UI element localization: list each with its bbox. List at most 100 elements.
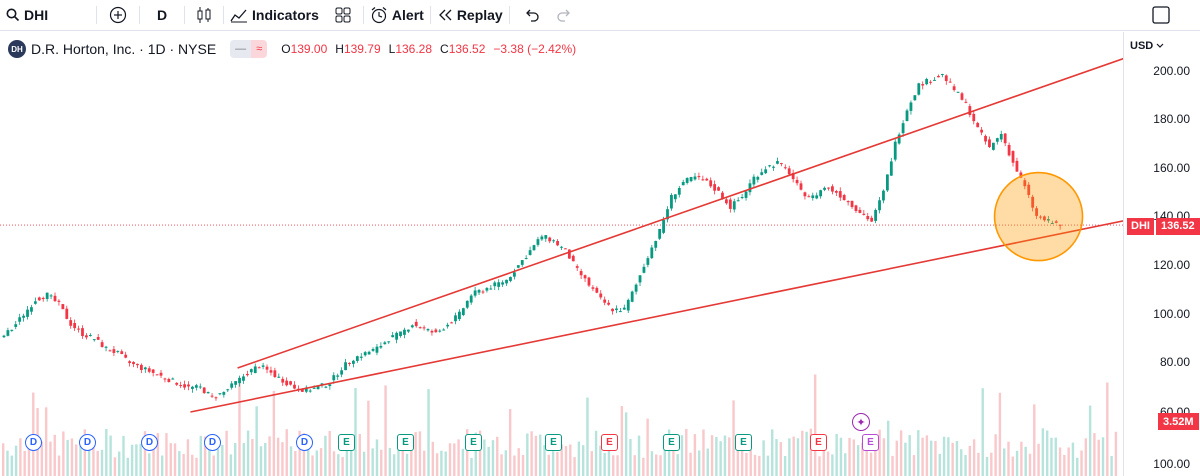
earnings-marker[interactable]: E: [545, 434, 562, 451]
candle-body: [591, 287, 595, 289]
candle-body: [10, 329, 14, 331]
dividend-marker[interactable]: D: [296, 434, 313, 451]
candle-body: [940, 73, 944, 75]
price-label: 180.00: [1153, 112, 1190, 126]
compare-button[interactable]: [103, 0, 133, 31]
volume-bar: [1080, 450, 1083, 476]
symbol-search[interactable]: DHI: [6, 0, 90, 31]
candle-body: [991, 142, 995, 150]
chart-type-button[interactable]: [191, 0, 217, 31]
candle-body: [65, 308, 69, 319]
earnings-marker[interactable]: E: [397, 434, 414, 451]
indicators-button[interactable]: Indicators: [230, 0, 319, 31]
volume-bar: [964, 455, 967, 476]
volume-bar: [796, 438, 800, 476]
volume-bar: [586, 397, 589, 476]
volume-bar: [710, 435, 714, 476]
candle-body: [179, 385, 183, 387]
candle-body: [461, 308, 465, 316]
price-scale[interactable]: 200.00 180.00 160.00 140.00 120.00 100.0…: [1123, 32, 1200, 476]
price-chart[interactable]: [0, 32, 1123, 476]
candle-body: [458, 311, 461, 320]
volume-bar: [212, 455, 215, 476]
volume-bar: [569, 444, 572, 476]
candle-body: [128, 361, 132, 364]
lower-trendline: [190, 220, 1123, 413]
volume-bar: [457, 439, 460, 476]
earnings-marker[interactable]: E: [862, 434, 879, 451]
candle-body: [622, 307, 626, 310]
volume-bar: [66, 439, 69, 476]
candle-body: [952, 86, 956, 91]
dividend-marker[interactable]: D: [204, 434, 221, 451]
candle-body: [960, 93, 964, 100]
candle-body: [132, 361, 135, 365]
volume-bar: [122, 435, 125, 476]
volume-bar: [315, 450, 319, 476]
replay-button[interactable]: Replay: [437, 0, 503, 31]
volume-bar: [130, 444, 134, 476]
volume-bar: [242, 443, 245, 476]
alert-button[interactable]: Alert: [370, 0, 424, 31]
volume-bar: [504, 450, 508, 476]
fullscreen-button[interactable]: [1152, 0, 1172, 31]
volume-bar: [543, 445, 546, 476]
volume-bar: [96, 450, 99, 476]
volume-bar: [483, 439, 486, 476]
candle-body: [395, 332, 398, 340]
candle-body: [878, 200, 881, 211]
candle-body: [1019, 172, 1023, 178]
volume-bar: [895, 440, 898, 476]
volume-bar: [276, 437, 280, 476]
volume-bar: [835, 433, 838, 476]
undo-button[interactable]: [516, 0, 548, 31]
chart-pane[interactable]: [0, 32, 1123, 476]
earnings-marker[interactable]: E: [601, 434, 618, 451]
earnings-marker[interactable]: E: [465, 434, 482, 451]
symbol-title[interactable]: D.R. Horton, Inc. · 1D · NYSE: [31, 41, 217, 57]
candle-body: [49, 295, 53, 297]
templates-button[interactable]: [329, 0, 357, 31]
candle-body: [815, 195, 819, 199]
dividend-marker[interactable]: D: [141, 434, 158, 451]
dividend-marker[interactable]: D: [79, 434, 96, 451]
price-label: 200.00: [1153, 64, 1190, 78]
volume-bar: [581, 445, 585, 476]
candle-body: [450, 322, 453, 324]
volume-bar: [719, 441, 722, 476]
volume-bar: [831, 454, 834, 476]
dividend-marker[interactable]: D: [25, 434, 42, 451]
candle-body: [776, 161, 779, 164]
earnings-marker[interactable]: E: [338, 434, 355, 451]
volume-bar: [715, 436, 718, 476]
earnings-marker[interactable]: E: [810, 434, 827, 451]
candle-body: [293, 384, 296, 389]
volume-bar: [264, 442, 267, 476]
volume-bar: [397, 435, 400, 476]
volume-bar: [496, 436, 499, 476]
volume-bar: [513, 455, 516, 476]
volume-bar: [822, 438, 825, 476]
legend-pill[interactable]: — ≈: [230, 40, 268, 58]
candle-body: [673, 194, 677, 200]
sparkle-icon[interactable]: ✦: [852, 413, 870, 431]
redo-button[interactable]: [548, 0, 580, 31]
volume-bar: [1011, 456, 1014, 476]
interval-button[interactable]: D: [146, 0, 178, 31]
volume-bar: [143, 431, 147, 476]
currency-selector[interactable]: USD: [1130, 40, 1164, 52]
volume-scale-label: 100.00: [1153, 457, 1190, 471]
candle-body: [1043, 216, 1046, 221]
volume-bar: [246, 430, 250, 476]
candle-body: [528, 250, 532, 255]
volume-bar: [70, 438, 74, 476]
candle-body: [748, 183, 752, 193]
volume-bar: [49, 441, 52, 476]
candle-body: [485, 288, 489, 291]
toolbar-divider: [223, 6, 224, 24]
earnings-marker[interactable]: E: [663, 434, 680, 451]
earnings-marker[interactable]: E: [735, 434, 752, 451]
candle-body: [972, 113, 976, 122]
volume-bar: [251, 438, 254, 476]
candle-body: [191, 386, 194, 389]
